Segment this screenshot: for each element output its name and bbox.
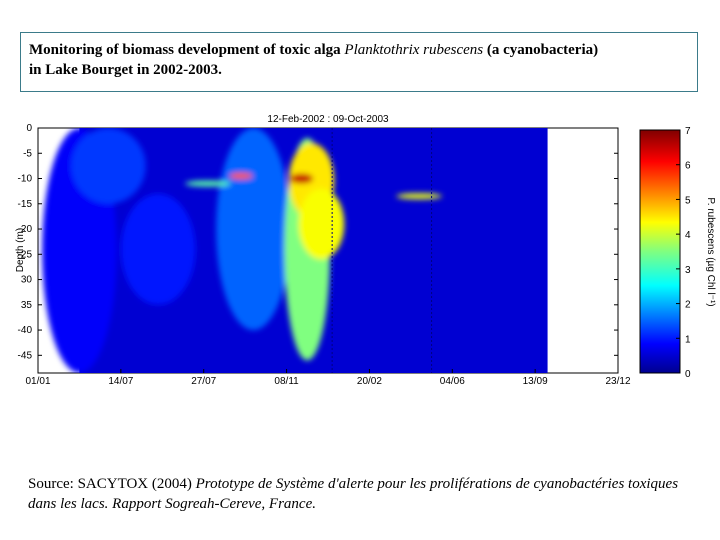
y-tick-label: -5 (23, 148, 32, 159)
chart-title: 12-Feb-2002 : 09-Oct-2003 (267, 114, 389, 125)
x-tick-label: 04/06 (440, 376, 465, 387)
x-tick-label: 08/11 (274, 376, 299, 387)
heatmap-patch (71, 128, 146, 204)
source-prefix: Source: SACYTOX (2004) (28, 476, 196, 492)
source-reference: Prototype de Système d'alerte pour les p… (28, 476, 679, 512)
x-tick-label: 13/09 (523, 376, 548, 387)
colorbar-tick-label: 2 (685, 300, 691, 311)
y-tick-label: -45 (18, 350, 33, 361)
y-tick-label: -15 (18, 199, 33, 210)
y-axis: 0 -5 -10 -15 -20 -25 30 35 -40 -45 (18, 123, 618, 361)
colorbar-tick-label: 1 (685, 334, 691, 345)
x-tick-label: 23/12 (605, 376, 630, 387)
heatmap-patch (229, 172, 253, 179)
x-tick-label: 20/02 (357, 376, 382, 387)
y-tick-label: -25 (18, 249, 33, 260)
colorbar-ticks: 0 1 2 3 4 5 6 7 (676, 126, 691, 380)
y-tick-label: -40 (18, 325, 33, 336)
title-box: Monitoring of biomass development of tox… (20, 32, 698, 92)
colorbar-tick-label: 4 (685, 230, 691, 241)
heatmap-patch (396, 193, 442, 200)
heatmap-patch (120, 193, 196, 305)
colorbar-label: P. rubescens (µg Chl l⁻¹) (705, 197, 716, 306)
colorbar-tick-label: 0 (685, 369, 691, 380)
y-tick-label: 30 (21, 275, 33, 286)
heatmap-patch (289, 173, 314, 184)
y-tick-label: 35 (21, 300, 33, 311)
heatmap-data (42, 128, 548, 373)
source-citation: Source: SACYTOX (2004) Prototype de Syst… (28, 474, 698, 514)
y-tick-label: -10 (18, 174, 33, 185)
heatmap-patch (298, 188, 345, 260)
x-axis: 01/01 14/07 27/07 08/11 20/02 04/06 13/09 23/12 (25, 369, 631, 387)
title-species: Planktothrix rubescens (344, 42, 484, 58)
x-tick-label: 01/01 (25, 376, 50, 387)
y-tick-label: 0 (26, 123, 32, 134)
heatmap-patch (185, 180, 231, 187)
x-tick-label: 14/07 (108, 376, 133, 387)
title-prefix: Monitoring of biomass development of tox… (29, 42, 345, 58)
colorbar-tick-label: 6 (685, 161, 691, 172)
colorbar-tick-label: 5 (685, 195, 691, 206)
x-tick-label: 27/07 (191, 376, 216, 387)
y-axis-label: Depth (m) (15, 228, 26, 272)
colorbar-tick-label: 3 (685, 265, 691, 276)
colorbar-tick-label: 7 (685, 126, 691, 137)
y-tick-label: -20 (18, 224, 33, 235)
colorbar (639, 129, 681, 374)
title-line2: in Lake Bourget in 2002-2003. (29, 62, 222, 78)
title-suffix: (a cyanobacteria) (483, 42, 599, 58)
heatmap-patch (216, 128, 291, 331)
